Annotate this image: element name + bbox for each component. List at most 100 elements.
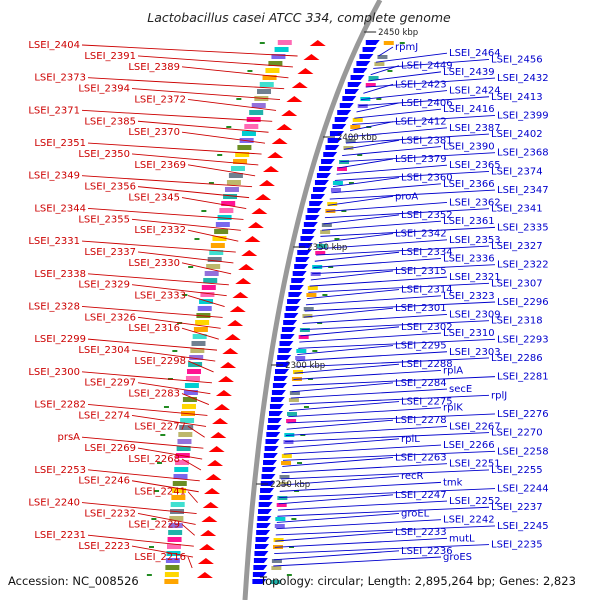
forward-gene-mark xyxy=(294,264,309,269)
forward-gene-label: LSEI_2293 xyxy=(497,334,549,345)
callout-line xyxy=(81,502,197,514)
reverse-gene-label: LSEI_2246 xyxy=(78,476,130,487)
feature-block xyxy=(183,390,198,395)
callout-line xyxy=(87,338,218,351)
reverse-gene-label: LSEI_2350 xyxy=(78,149,130,160)
feature-block xyxy=(199,299,214,304)
reverse-gene-label: LSEI_2241 xyxy=(134,487,186,498)
reverse-gene-mark xyxy=(227,320,244,326)
forward-gene-label: LSEI_2244 xyxy=(497,484,549,495)
callout-line xyxy=(87,404,208,416)
forward-gene-label: LSEI_2321 xyxy=(449,272,501,283)
forward-gene-mark xyxy=(257,516,272,521)
feature-block xyxy=(281,461,292,465)
forward-gene-label: LSEI_2352 xyxy=(401,210,453,221)
reverse-gene-mark xyxy=(232,292,249,298)
forward-gene-mark xyxy=(350,75,365,80)
callout-line xyxy=(290,388,448,399)
reverse-gene-label: LSEI_2268 xyxy=(128,454,180,465)
forward-gene-label: LSEI_2432 xyxy=(497,73,549,84)
feature-block xyxy=(233,159,248,164)
callout-line xyxy=(181,197,247,209)
feature-block xyxy=(228,173,243,178)
feature-block xyxy=(209,250,224,255)
feature-block xyxy=(203,278,218,283)
forward-gene-mark xyxy=(260,488,275,493)
forward-gene-mark xyxy=(312,187,327,192)
callout-line xyxy=(181,393,210,406)
reverse-gene-label: LSEI_2298 xyxy=(134,356,186,367)
feature-block xyxy=(215,222,230,227)
reverse-gene-label: LSEI_2391 xyxy=(84,51,136,62)
forward-gene-label: LSEI_2413 xyxy=(491,92,543,103)
callout-line xyxy=(340,152,496,163)
reverse-gene-label: LSEI_2385 xyxy=(84,116,136,127)
reverse-gene-label: LSEI_2330 xyxy=(128,258,180,269)
callout-line xyxy=(358,96,490,107)
callout-line xyxy=(81,371,212,384)
reverse-gene-label: LSEI_2344 xyxy=(34,203,86,214)
forward-gene-mark xyxy=(271,390,286,395)
feature-block xyxy=(181,404,196,409)
forward-gene-label: LSEI_2237 xyxy=(491,502,543,513)
rna-mark xyxy=(294,490,300,492)
feature-block xyxy=(306,293,317,297)
forward-gene-mark xyxy=(278,348,293,353)
forward-gene-label: LSEI_2399 xyxy=(497,110,549,121)
callout-line xyxy=(187,229,239,242)
callout-line xyxy=(273,550,400,561)
forward-gene-mark xyxy=(281,327,296,332)
callout-line xyxy=(354,108,442,119)
reverse-gene-label: LSEI_2372 xyxy=(134,94,186,105)
genome-title: Lactobacillus casei ATCC 334, complete g… xyxy=(147,10,451,25)
feature-block xyxy=(257,89,272,94)
feature-block xyxy=(221,201,236,206)
feature-block xyxy=(219,208,234,213)
feature-block xyxy=(241,131,256,136)
callout-line xyxy=(137,382,211,395)
reverse-gene-label: LSEI_2333 xyxy=(134,291,186,302)
rna-mark xyxy=(151,518,157,520)
feature-block xyxy=(168,530,183,535)
reverse-gene-label: LSEI_2300 xyxy=(28,367,80,378)
forward-gene-label: LSEI_2314 xyxy=(401,285,453,296)
forward-gene-mark xyxy=(279,341,294,346)
callout-line xyxy=(285,425,448,436)
rna-mark xyxy=(357,154,363,156)
reverse-gene-mark xyxy=(204,488,221,494)
callout-line xyxy=(324,208,490,219)
rna-mark xyxy=(341,210,347,212)
callout-line xyxy=(81,436,204,449)
callout-line xyxy=(137,447,203,460)
forward-gene-mark xyxy=(329,131,344,136)
callout-line xyxy=(87,469,200,482)
reverse-gene-label: LSEI_2373 xyxy=(34,73,86,84)
reverse-gene-label: LSEI_2297 xyxy=(84,378,136,389)
reverse-gene-label: LSEI_2355 xyxy=(78,214,130,225)
reverse-gene-label: LSEI_2269 xyxy=(84,443,136,454)
callout-lines xyxy=(81,44,496,569)
callout-line xyxy=(181,131,266,144)
callout-line xyxy=(275,525,496,536)
forward-gene-label: LSEI_2302 xyxy=(401,322,453,333)
forward-gene-mark xyxy=(323,152,338,157)
rna-mark xyxy=(317,322,323,324)
forward-gene-label: LSEI_2270 xyxy=(491,428,543,439)
feature-block xyxy=(210,243,225,248)
forward-gene-mark xyxy=(252,579,267,584)
callout-line xyxy=(313,258,442,268)
callout-line xyxy=(81,44,298,57)
forward-gene-mark xyxy=(258,509,273,514)
forward-gene-label: LSEI_2236 xyxy=(401,546,453,557)
forward-gene-label: LSEI_2412 xyxy=(395,117,447,128)
feature-block xyxy=(352,118,363,122)
feature-block xyxy=(268,61,283,66)
callout-line xyxy=(356,102,400,113)
feature-block xyxy=(299,328,310,332)
feature-block xyxy=(164,572,179,577)
forward-gene-mark xyxy=(303,222,318,227)
callout-line xyxy=(279,481,442,492)
forward-gene-mark xyxy=(311,194,326,199)
forward-gene-mark xyxy=(262,467,277,472)
reverse-gene-mark xyxy=(235,278,252,284)
